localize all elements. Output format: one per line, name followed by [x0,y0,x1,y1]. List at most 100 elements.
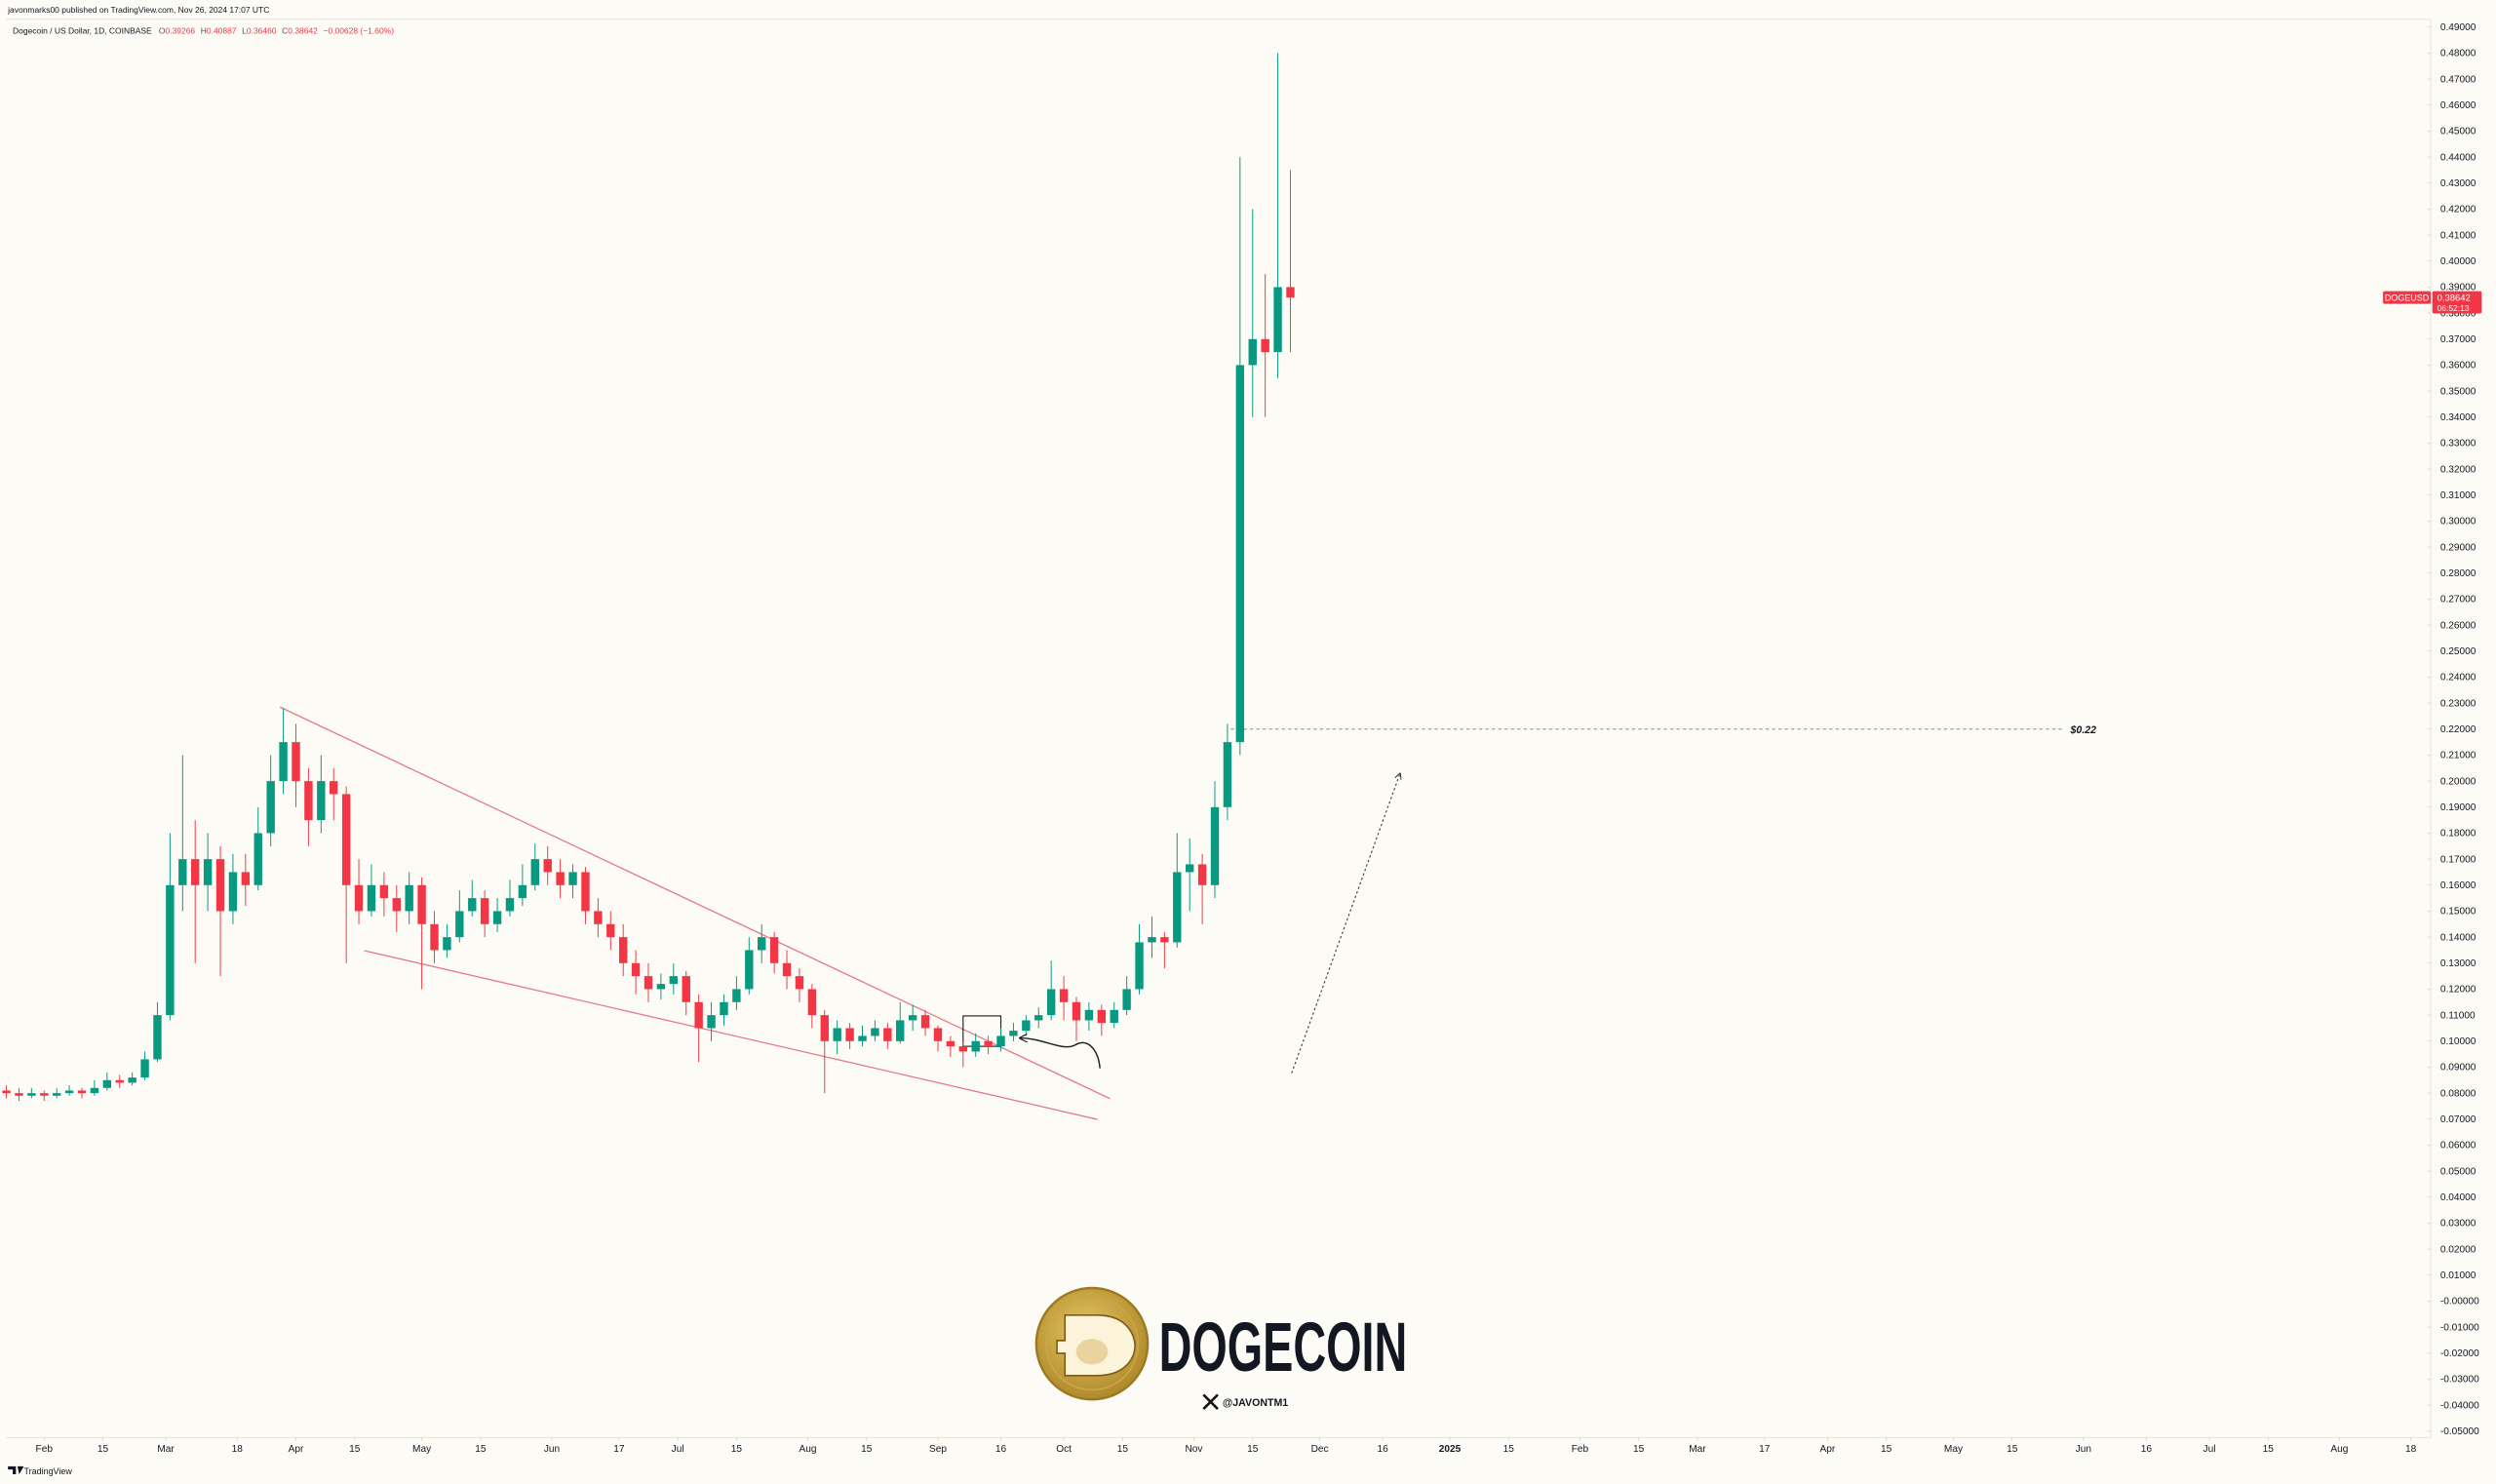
candle-body [115,1079,124,1083]
candle-body [758,937,766,951]
x-tick-label: 15 [475,1444,487,1455]
coin-ring [1044,1296,1140,1391]
candle-body [254,833,262,885]
candle-body [656,984,666,990]
candle-body [279,742,288,782]
x-tick-label: Apr [1819,1444,1835,1455]
y-tick-label: 0.11000 [2440,1010,2476,1021]
x-tick-label: 15 [731,1444,743,1455]
x-tick-label: 15 [2263,1444,2275,1455]
trendline [279,706,1111,1100]
x-tick-label: 15 [98,1444,109,1455]
y-tick-label: 0.42000 [2440,205,2476,215]
y-tick-label: 0.33000 [2440,439,2476,449]
y-tick-label: 0.07000 [2440,1114,2476,1125]
x-tick-label: 18 [2405,1444,2417,1455]
candle-body [720,1001,728,1016]
tv-logo [8,1465,24,1475]
candle-body [1135,942,1144,990]
candle-body [946,1040,956,1047]
candle-body [2,1090,11,1094]
x-tick-label: Oct [1056,1444,1072,1455]
candle-body [1197,864,1207,885]
symbol-title: Dogecoin / US Dollar, 1D, COINBASE [13,25,152,35]
candle-body [543,859,552,873]
y-tick-label: -0.05000 [2440,1426,2479,1437]
candle-body [745,950,754,990]
plot-area: 0.49000 0.48000 0.47000 0.46000 0.45000 0.440… [2,22,2479,1455]
y-tick-label: 0.26000 [2440,620,2476,631]
candle-body [858,1035,867,1041]
candle-body [102,1079,112,1088]
x-tick-label: Feb [1572,1444,1589,1455]
x-tick-label: 15 [1633,1444,1645,1455]
candle-body [292,742,300,782]
candle-body [594,911,603,924]
x-tick-label: 15 [2007,1444,2018,1455]
candle-body [468,898,477,912]
trendline [364,950,1098,1120]
candle-body [871,1028,879,1036]
y-tick-label: 0.13000 [2440,958,2476,969]
brand-title: DOGECOIN [1159,1308,1408,1386]
y-tick-label: 0.37000 [2440,334,2476,345]
x-tick-label: Mar [1689,1444,1706,1455]
candle-body [694,1001,703,1029]
y-tick-label: 0.38000 [2440,308,2476,319]
y-tick-label: 0.23000 [2440,698,2476,709]
x-tick-label: Sep [929,1444,947,1455]
x-tick-label: 15 [1503,1444,1515,1455]
candle-body [341,794,351,885]
y-tick-label: 0.22000 [2440,724,2476,735]
candle-body [1185,864,1194,873]
x-tick-label: 15 [861,1444,873,1455]
curved-arrow [1021,1038,1101,1069]
candle-body [455,911,464,938]
x-tick-label: Jul [2204,1444,2216,1455]
candle-body [644,976,653,990]
candle-body [367,884,376,912]
x-tick-label: Aug [2330,1444,2348,1455]
candle-body [90,1087,99,1094]
candle-body [379,884,389,899]
candle-body [1084,1009,1094,1021]
legend-label: O [159,25,166,35]
y-tick-label: -0.04000 [2440,1400,2479,1411]
y-tick-label: 0.43000 [2440,178,2476,189]
y-tick-label: 0.30000 [2440,517,2476,527]
x-tick-label: May [1944,1444,1964,1455]
x-tick-label: 17 [613,1444,625,1455]
y-tick-label: 0.12000 [2440,985,2476,996]
candle-body [845,1028,854,1041]
candle-body [631,962,641,977]
candle-body [330,781,338,795]
y-tick-label: 0.06000 [2440,1141,2476,1152]
candle-body [908,1015,917,1021]
y-tick-label: 0.15000 [2440,907,2476,918]
candle-body [77,1090,87,1094]
candle-body [1110,1009,1118,1024]
x-tick-label: 16 [1378,1444,1389,1455]
candle-body [480,898,489,924]
candle-body [518,884,527,899]
candle-body [1009,1031,1018,1036]
candle-body [64,1090,74,1094]
candle-body [958,1046,967,1052]
candle-body [971,1040,980,1052]
candle-body [1273,287,1282,353]
price-tag-symbol: DOGEUSD [2385,293,2430,302]
candle-body [430,923,439,951]
candle-body [1022,1020,1031,1032]
price-tag-price: 0.38642 [2438,293,2471,303]
x-tick-label: Jun [544,1444,560,1455]
y-tick-label: 0.21000 [2440,751,2476,762]
y-tick-label: 0.41000 [2440,230,2476,241]
y-tick-label: 0.46000 [2440,100,2476,111]
legend-value: 0.36460 [247,25,277,35]
candle-body [1122,989,1131,1010]
candle-body [820,1015,829,1041]
candle-body [15,1093,23,1096]
y-tick-label: 0.03000 [2440,1219,2476,1230]
candle-body [1235,365,1245,743]
